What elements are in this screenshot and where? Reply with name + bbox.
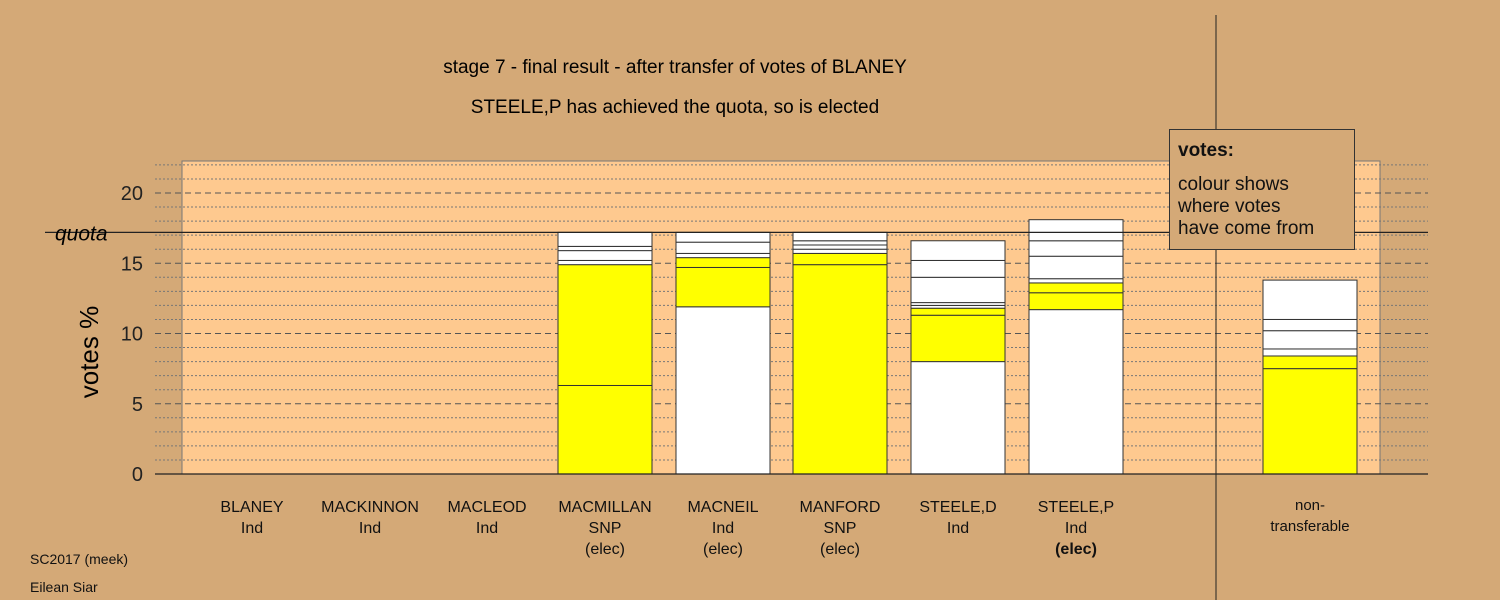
footer-ward: Eilean Siar [30, 579, 98, 595]
bar-segment [1262, 368, 1358, 475]
chart-subtitle: STEELE,P has achieved the quota, so is e… [471, 97, 879, 118]
y-tick-label: 5 [132, 394, 143, 416]
x-tick-label: STEELE,D [919, 499, 996, 516]
legend-line-2: where votes [1178, 196, 1281, 217]
x-tick-label: Ind [712, 520, 734, 537]
bars [557, 219, 1358, 475]
bar-segment [792, 248, 888, 254]
bar-segment [557, 231, 653, 247]
x-tick-label: (elec) [585, 541, 625, 558]
bar-segment [1028, 282, 1124, 294]
bar-segment [910, 314, 1006, 363]
bar-segment [792, 252, 888, 266]
x-tick-label: SNP [824, 520, 857, 537]
x-tick-label: SNP [589, 520, 622, 537]
x-axis-labels: BLANEY Ind MACKINNON Ind MACLEOD Ind MACMILLAN… [220, 497, 1349, 558]
bar-segment [1028, 240, 1124, 257]
bar-segment [1262, 279, 1358, 320]
bar-segment [1028, 219, 1124, 242]
x-tick-label: MACLEOD [447, 499, 526, 516]
bar-segment [1028, 292, 1124, 311]
bar-segment [557, 245, 653, 252]
x-tick-label: non- [1295, 497, 1325, 514]
x-tick-label: Ind [1065, 520, 1087, 537]
x-tick-label: (elec) [1055, 541, 1097, 558]
bar-segment [1262, 355, 1358, 370]
y-axis-label: votes % [74, 306, 104, 399]
legend-title: votes: [1178, 140, 1234, 161]
footer-election: SC2017 (meek) [30, 551, 129, 567]
x-tick-label: Ind [241, 520, 263, 537]
bar-segment [792, 244, 888, 250]
legend-line-1: colour shows [1178, 174, 1289, 195]
legend-line-3: have come from [1178, 218, 1315, 239]
bar-segment [1262, 318, 1358, 332]
quota-label: quota [55, 222, 108, 245]
x-tick-label: Ind [476, 520, 498, 537]
bar-segment [910, 259, 1006, 278]
x-tick-label: BLANEY [220, 499, 283, 516]
bar-segment [1262, 348, 1358, 357]
bar-segment [792, 240, 888, 246]
bar-segment [1028, 309, 1124, 475]
x-tick-label: Ind [359, 520, 381, 537]
x-tick-label: STEELE,P [1038, 499, 1114, 516]
bar-segment [675, 241, 771, 254]
y-tick-label: 10 [121, 324, 143, 346]
bar-segment [557, 250, 653, 261]
bar-segment [910, 240, 1006, 261]
bar-segment [557, 264, 653, 386]
x-tick-label: MACMILLAN [558, 499, 651, 516]
chart-title: stage 7 - final result - after transfer … [443, 57, 907, 78]
x-tick-label: (elec) [820, 541, 860, 558]
bar-segment [675, 252, 771, 259]
bar-segment [675, 266, 771, 308]
bar-segment [675, 231, 771, 243]
bar-segment [910, 307, 1006, 316]
bar-segment [910, 276, 1006, 304]
bar-segment [1262, 330, 1358, 350]
y-tick-label: 15 [121, 253, 143, 275]
y-axis: 0 5 10 15 20 [121, 183, 143, 486]
legend: votes: colour shows where votes have com… [1169, 129, 1355, 250]
bar-segment [1028, 278, 1124, 284]
x-tick-label: (elec) [703, 541, 743, 558]
y-tick-label: 20 [121, 183, 143, 205]
x-tick-label: MANFORD [800, 499, 881, 516]
bar-segment [910, 361, 1006, 475]
bar-segment [792, 264, 888, 475]
x-tick-label: MACKINNON [321, 499, 419, 516]
bar-segment [675, 306, 771, 475]
bar-segment [557, 384, 653, 475]
y-tick-label: 0 [132, 464, 143, 486]
bar-segment [675, 257, 771, 268]
bar-segment [792, 231, 888, 242]
bar-segment [557, 259, 653, 266]
x-tick-label: transferable [1270, 518, 1349, 535]
x-tick-label: Ind [947, 520, 969, 537]
bar-segment [1028, 255, 1124, 280]
x-tick-label: MACNEIL [687, 499, 758, 516]
